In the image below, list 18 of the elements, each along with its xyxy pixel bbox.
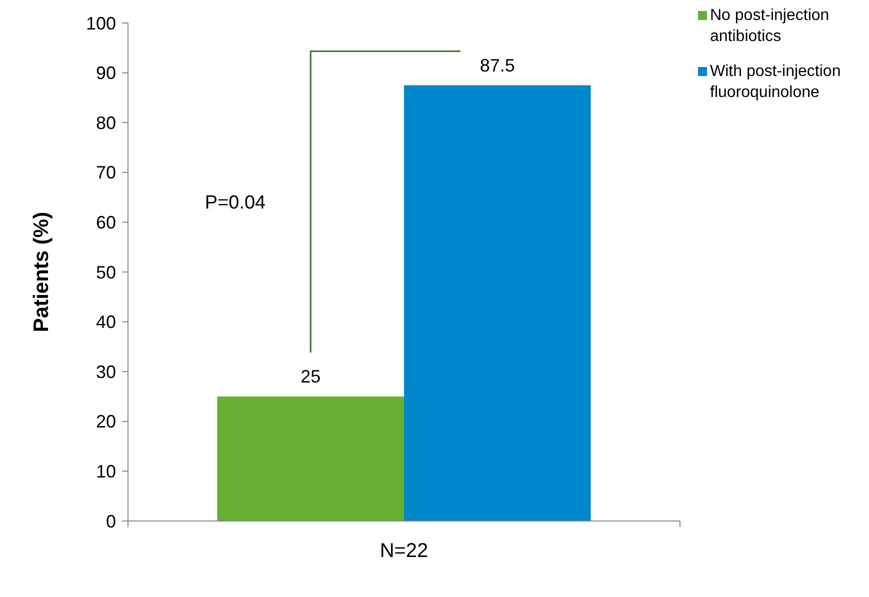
y-tick-label: 70 xyxy=(96,162,116,183)
y-tick-label: 0 xyxy=(106,511,116,532)
y-tick-label: 50 xyxy=(96,262,116,282)
y-tick-label: 100 xyxy=(86,13,116,34)
legend-label: No post-injection antibiotics xyxy=(710,7,830,45)
y-axis-title: Patients (%) xyxy=(30,212,53,332)
y-tick-label: 10 xyxy=(96,462,116,482)
y-tick-label: 20 xyxy=(96,412,116,432)
x-tick-label: N=22 xyxy=(380,540,428,562)
y-tick-label: 30 xyxy=(96,362,116,382)
legend-label: With post-injection fluoroquinolone xyxy=(710,63,841,101)
y-tick-label: 40 xyxy=(96,312,116,332)
data-label: 87.5 xyxy=(480,55,515,76)
y-tick-label: 80 xyxy=(96,112,116,133)
annotation: P=0.04 xyxy=(204,192,266,214)
data-label: 25 xyxy=(300,366,321,386)
y-tick-label: 90 xyxy=(96,63,116,84)
y-tick-label: 60 xyxy=(96,212,116,232)
